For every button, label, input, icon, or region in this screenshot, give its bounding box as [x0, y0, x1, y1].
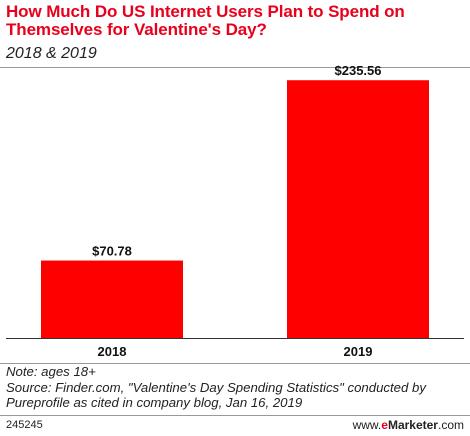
chart-title: How Much Do US Internet Users Plan to Sp… [6, 2, 405, 39]
brand-e: e [381, 418, 388, 432]
source-text-line-1: Source: Finder.com, "Valentine's Day Spe… [6, 379, 426, 395]
data-label-2019: $235.56 [335, 63, 382, 78]
emarketer-logo: www.eMarketer.com [353, 418, 464, 432]
note-text: Note: ages 18+ [6, 364, 96, 379]
footnote-divider [0, 363, 470, 364]
footnote: Note: ages 18+ Source: Finder.com, "Vale… [6, 364, 466, 411]
x-tick-label-2018: 2018 [98, 344, 127, 359]
data-label-2018: $70.78 [92, 244, 132, 259]
brand-suffix: .com [437, 418, 464, 432]
chart-subtitle: 2018 & 2019 [6, 45, 97, 62]
brand-prefix: www. [352, 418, 382, 432]
x-tick-label-2019: 2019 [344, 344, 373, 359]
brand-name: Marketer [387, 418, 438, 432]
top-divider [0, 67, 470, 68]
footer-divider [0, 415, 470, 416]
bar-2018 [41, 260, 183, 338]
chart-id: 245245 [6, 419, 43, 431]
bar-2019 [287, 80, 429, 339]
source-text-line-2: Pureprofile as cited in company blog, Ja… [6, 395, 303, 410]
